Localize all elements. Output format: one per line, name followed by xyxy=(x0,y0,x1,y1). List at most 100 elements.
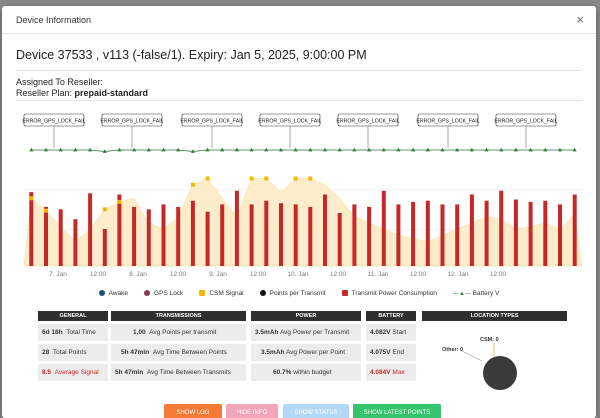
battery-v-point xyxy=(190,149,195,153)
legend-marker xyxy=(341,290,348,297)
error-annotation[interactable]: ERROR_GPS_LOCK_FAIL xyxy=(258,113,322,148)
battery-v-point xyxy=(58,147,63,152)
transmit-power-bar xyxy=(58,209,63,266)
csm-signal-point xyxy=(44,208,48,213)
annotation-label: ERROR_GPS_LOCK_FAIL xyxy=(180,119,243,125)
battery-v-point xyxy=(484,147,489,152)
legend-item[interactable]: GPS Lock xyxy=(144,290,183,297)
battery-v-point xyxy=(73,147,78,152)
transmit-power-bar xyxy=(102,229,107,266)
battery-v-point xyxy=(29,147,34,152)
transmit-power-bar xyxy=(411,201,416,266)
legend-item[interactable]: —▲— Battery V xyxy=(453,290,499,297)
general-header: GENERAL xyxy=(38,311,108,321)
legend-item[interactable]: Points per Transmit xyxy=(259,290,326,297)
hide-info-button[interactable]: HIDE INFO xyxy=(226,404,278,418)
battery-v-point xyxy=(102,149,107,153)
plan-row: Reseller Plan: prepaid-standard xyxy=(16,88,148,99)
show-log-button[interactable]: SHOW LOG xyxy=(164,404,222,418)
device-activity-chart: ERROR_GPS_LOCK_FAIL ERROR_GPS_LOCK_FAIL ER… xyxy=(22,113,583,278)
location-pie-chart: CSM: 0 Other: 0 xyxy=(442,337,517,390)
stat-battery-start: 4.082V Start xyxy=(366,324,416,341)
other-count-label: Other: 0 xyxy=(442,347,463,353)
stat-value: 28 xyxy=(42,349,50,356)
legend-item[interactable]: CSM Signal xyxy=(199,290,244,297)
stat-label: Max xyxy=(392,369,405,376)
legend-marker xyxy=(259,290,266,297)
modal-title: Device Information xyxy=(16,15,92,25)
stats-location-types: LOCATION TYPES CSM: 0 Other: 0 xyxy=(422,311,567,396)
stat-battery-max: 4.084V Max xyxy=(366,364,416,381)
csm-signal-point xyxy=(190,182,195,187)
divider xyxy=(16,70,582,71)
transmit-power-bar xyxy=(484,200,489,266)
battery-v-point xyxy=(264,147,269,152)
legend-label: Points per Transmit xyxy=(269,290,326,297)
stat-average-signal: 8.5 Average Signal xyxy=(38,364,108,381)
error-annotation[interactable]: ERROR_GPS_LOCK_FAIL xyxy=(494,113,558,148)
stat-label: Avg Power per Point xyxy=(285,349,346,356)
annotation-label: ERROR_GPS_LOCK_FAIL xyxy=(416,119,479,125)
stat-label: End xyxy=(392,349,404,356)
legend-marker: —▲— xyxy=(453,291,473,297)
error-annotation[interactable]: ERROR_GPS_LOCK_FAIL xyxy=(416,113,480,148)
legend-label: GPS Lock xyxy=(154,290,184,297)
show-latest-points-button[interactable]: SHOW LATEST POINTS xyxy=(353,404,441,418)
stat-value: 1.00 xyxy=(133,329,146,336)
battery-v-point xyxy=(117,147,122,152)
stat-label: Avg Points per transmit xyxy=(149,329,217,336)
transmit-power-bar xyxy=(220,204,225,266)
error-annotation[interactable]: ERROR_GPS_LOCK_FAIL xyxy=(336,113,400,148)
reseller-label: Assigned To Reseller: xyxy=(16,77,103,87)
transmissions-header: TRANSMISSIONS xyxy=(111,311,246,321)
modal-header: Device Information × xyxy=(2,6,596,34)
legend-item[interactable]: Awake xyxy=(98,290,128,297)
legend-marker xyxy=(98,290,105,297)
stat-label: Total Points xyxy=(52,349,87,356)
transmit-power-bar xyxy=(88,193,93,266)
csm-signal-point xyxy=(205,176,210,181)
stat-avg-power-per-point: 3.5mAh Avg Power per Point xyxy=(251,344,361,361)
battery-v-point xyxy=(249,147,254,152)
annotation-label: ERROR_GPS_LOCK_FAIL xyxy=(22,119,85,125)
error-annotation[interactable]: ERROR_GPS_LOCK_FAIL xyxy=(100,113,164,148)
legend-marker xyxy=(199,290,206,297)
csm-signal-point xyxy=(29,196,34,201)
legend-item[interactable]: Transmit Power Consumption xyxy=(341,290,438,297)
x-tick-label: 10. Jan xyxy=(287,271,309,278)
x-tick-label: 9. Jan xyxy=(209,271,227,278)
stat-total-points: 28 Total Points xyxy=(38,344,108,361)
transmit-power-bar xyxy=(73,219,78,266)
transmit-power-bar xyxy=(190,200,195,266)
battery-v-point xyxy=(176,147,181,152)
battery-v-point xyxy=(44,147,49,152)
error-annotation[interactable]: ERROR_GPS_LOCK_FAIL xyxy=(180,113,244,148)
x-tick-label: 7. Jan xyxy=(49,271,67,278)
transmit-power-bar xyxy=(469,194,474,266)
transmit-power-bar xyxy=(572,194,577,266)
show-status-button[interactable]: SHOW STATUS xyxy=(283,404,349,418)
stat-label: Average Signal xyxy=(54,369,99,376)
error-annotation[interactable]: ERROR_GPS_LOCK_FAIL xyxy=(22,113,86,148)
annotation-label: ERROR_GPS_LOCK_FAIL xyxy=(494,119,557,125)
stat-value: 60.7% xyxy=(273,369,292,376)
transmit-power-bar xyxy=(146,209,151,266)
device-summary: Device 37533 , v113 (-false/1). Expiry: … xyxy=(16,48,367,62)
transmit-power-bar xyxy=(176,206,181,266)
transmit-power-bar xyxy=(396,204,401,266)
battery-v-point xyxy=(469,147,474,152)
close-icon[interactable]: × xyxy=(576,12,584,27)
x-tick-label: 12:00 xyxy=(250,271,267,278)
battery-v-point xyxy=(161,147,166,152)
transmit-power-bar xyxy=(308,206,313,266)
battery-v-point xyxy=(557,147,562,152)
stat-label: Total Time xyxy=(66,329,96,336)
transmit-power-bar xyxy=(440,204,445,266)
transmit-power-bar xyxy=(293,204,298,266)
legend-label: Transmit Power Consumption xyxy=(351,290,438,297)
battery-v-point xyxy=(337,147,342,152)
csm-signal-area xyxy=(23,178,583,267)
transmit-power-bar xyxy=(44,206,48,266)
x-tick-label: 12:00 xyxy=(490,271,507,278)
battery-v-point xyxy=(146,147,151,152)
